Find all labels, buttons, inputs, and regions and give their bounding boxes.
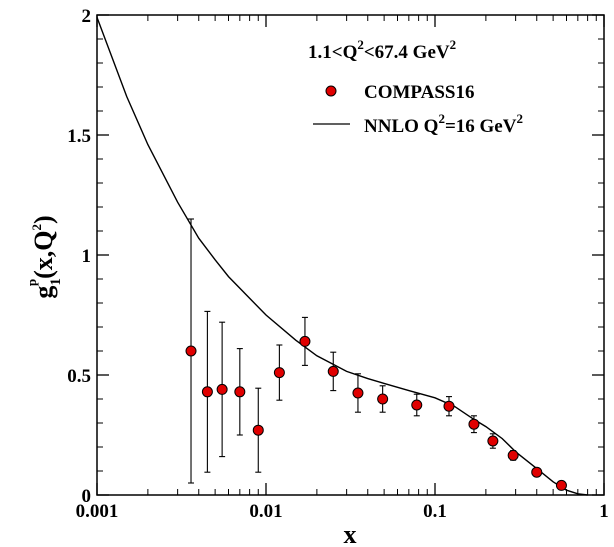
y-axis-label-base: g — [29, 286, 58, 299]
y-tick-label: 0.5 — [67, 366, 91, 387]
y-axis-label-sub: 1 — [48, 278, 64, 286]
data-point — [252, 424, 264, 436]
tick-label-group: 0.001 0.01 0.1 1 0 0.5 1 1.5 2 — [67, 6, 609, 522]
x-tick-label: 1 — [599, 501, 609, 522]
x-axis-label: x — [344, 520, 357, 547]
y-axis-label: g1 p(x,Q2) — [24, 215, 64, 298]
data-point — [555, 479, 567, 491]
data-point — [468, 418, 480, 430]
legend-label-compass: COMPASS16 — [364, 82, 474, 103]
legend-header-pre: 1.1<Q — [308, 42, 357, 63]
y-tick-label: 0 — [82, 486, 92, 507]
y-axis-label-close: ) — [29, 215, 58, 224]
x-tick-label: 0.1 — [423, 501, 447, 522]
data-point — [531, 466, 543, 478]
legend: 1.1<Q2<67.4 GeV2 COMPASS16 NNLO Q2=16 Ge… — [308, 37, 523, 137]
x-tick-label: 0.001 — [76, 501, 119, 522]
data-point — [185, 345, 197, 357]
legend-header: 1.1<Q2<67.4 GeV2 — [308, 37, 456, 63]
data-point — [411, 399, 423, 411]
nnlo-curve — [96, 17, 588, 496]
legend-header-sup2: 2 — [450, 37, 457, 52]
y-tick-label: 1 — [82, 246, 92, 267]
legend-label-nnlo: NNLO Q2=16 GeV2 — [364, 111, 523, 137]
legend-nnlo-post: =16 GeV — [445, 116, 517, 137]
y-axis-label-arg: (x,Q — [29, 231, 58, 279]
data-point — [327, 365, 339, 377]
legend-nnlo-sup: 2 — [438, 111, 445, 126]
y-axis-label-arg-sup: 2 — [29, 224, 44, 231]
data-point — [352, 387, 364, 399]
data-point — [377, 393, 389, 405]
data-point — [216, 383, 228, 395]
data-point — [234, 386, 246, 398]
data-point — [273, 367, 285, 379]
legend-header-sup: 2 — [357, 37, 364, 52]
plot-frame — [96, 14, 605, 496]
legend-header-mid: <67.4 GeV — [364, 42, 450, 63]
legend-marker-compass — [325, 85, 337, 97]
data-point — [299, 335, 311, 347]
compass-points-layer — [185, 218, 567, 491]
legend-nnlo-sup2: 2 — [516, 111, 523, 126]
y-tick-label: 2 — [82, 6, 92, 27]
y-axis-label-group: g1 p(x,Q2) — [24, 215, 64, 298]
nnlo-curve-layer — [96, 17, 588, 496]
data-point — [443, 400, 455, 412]
legend-nnlo-pre: NNLO Q — [364, 116, 438, 137]
tick-group — [96, 14, 605, 496]
y-axis-label-sup: p — [24, 279, 39, 286]
data-point — [507, 449, 519, 461]
data-point — [201, 386, 213, 398]
data-point — [487, 435, 499, 447]
x-tick-label: 0.01 — [249, 501, 282, 522]
y-tick-label: 1.5 — [67, 126, 91, 147]
